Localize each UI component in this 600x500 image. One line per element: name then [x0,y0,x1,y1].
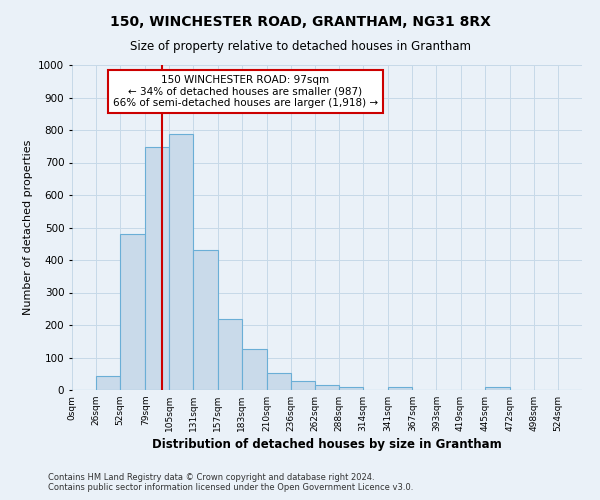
X-axis label: Distribution of detached houses by size in Grantham: Distribution of detached houses by size … [152,438,502,451]
Y-axis label: Number of detached properties: Number of detached properties [23,140,32,315]
Bar [388,388,412,390]
Bar [485,388,509,390]
Text: 150 WINCHESTER ROAD: 97sqm
← 34% of detached houses are smaller (987)
66% of sem: 150 WINCHESTER ROAD: 97sqm ← 34% of deta… [113,74,378,108]
Bar [145,147,169,390]
Bar [242,348,267,390]
Bar [120,234,145,390]
Text: 150, WINCHESTER ROAD, GRANTHAM, NG31 8RX: 150, WINCHESTER ROAD, GRANTHAM, NG31 8RX [110,15,490,29]
Bar [169,134,193,390]
Bar [193,250,218,390]
Text: Size of property relative to detached houses in Grantham: Size of property relative to detached ho… [130,40,470,53]
Bar [291,381,315,390]
Bar [315,385,339,390]
Text: Contains HM Land Registry data © Crown copyright and database right 2024.
Contai: Contains HM Land Registry data © Crown c… [48,473,413,492]
Bar [96,376,120,390]
Bar [267,373,291,390]
Bar [339,387,363,390]
Bar [218,320,242,390]
